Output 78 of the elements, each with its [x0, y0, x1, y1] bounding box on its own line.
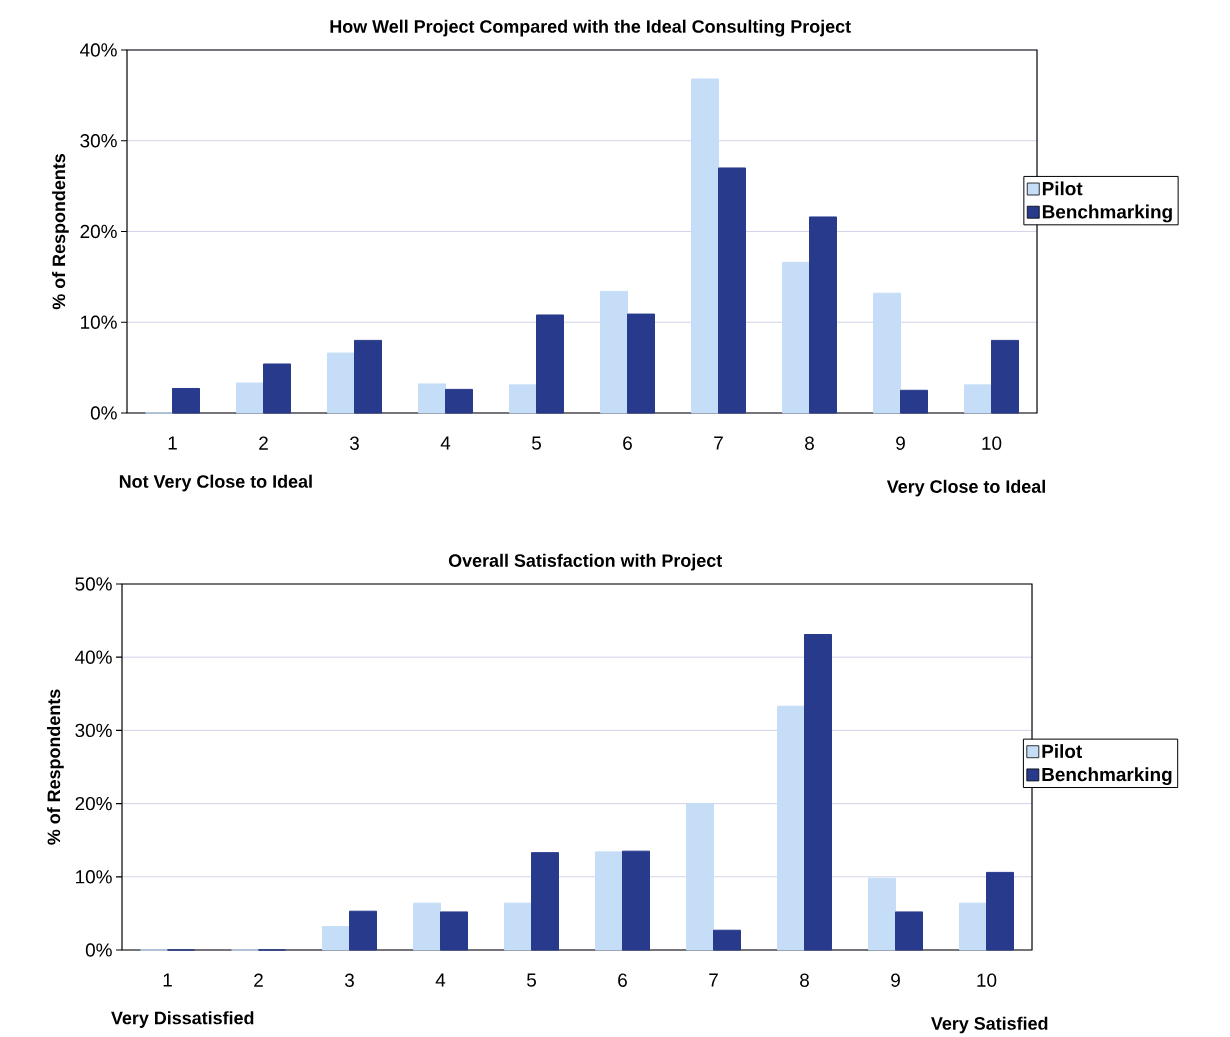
x-tick-label: 10: [982, 436, 1002, 450]
x-tick-label: 7: [709, 973, 718, 987]
bar: [413, 902, 442, 951]
y-tick-label: 30%: [75, 723, 112, 738]
x-tick-label: 10: [977, 973, 997, 987]
bar: [959, 902, 988, 951]
bar: [782, 261, 811, 414]
bar: [991, 339, 1020, 414]
bar: [172, 387, 201, 414]
chart-title: How Well Project Compared with the Ideal Consulting Project: [330, 19, 851, 37]
bar: [354, 339, 383, 414]
x-tick-label: 7: [714, 436, 723, 450]
bar: [713, 929, 742, 951]
bar: [691, 78, 720, 414]
legend-label: Pilot: [1042, 181, 1083, 196]
bar: [263, 363, 292, 414]
bar: [509, 384, 538, 414]
bar: [536, 314, 565, 414]
legend-label: Benchmarking: [1042, 767, 1172, 786]
chart-title: Overall Satisfaction with Project: [448, 553, 722, 571]
bar: [622, 850, 651, 951]
x-tick-label: 8: [800, 973, 809, 987]
y-tick-label: 20%: [80, 224, 117, 239]
bar: [804, 633, 833, 951]
y-axis-title: % of Respondents: [47, 689, 64, 845]
x-tick-label: 2: [254, 973, 263, 987]
bar: [236, 382, 265, 414]
bar: [686, 803, 715, 951]
x-tick-label: 3: [349, 436, 359, 450]
y-tick-label: 40%: [75, 650, 112, 664]
x-tick-label: 6: [618, 973, 627, 987]
bar: [349, 910, 378, 951]
x-tick-label: 4: [435, 973, 446, 987]
x-tick-label: 6: [623, 436, 632, 450]
bar: [986, 871, 1015, 951]
x-tick-label: 8: [805, 436, 814, 450]
bar: [895, 911, 924, 951]
bar: [900, 389, 929, 414]
bar: [627, 313, 656, 414]
y-tick-label: 0%: [85, 943, 112, 957]
y-tick-label: 30%: [80, 134, 117, 148]
bar: [531, 852, 560, 951]
legend-label: Pilot: [1042, 744, 1082, 759]
bar: [600, 290, 629, 414]
x-tick-label: 4: [440, 436, 451, 450]
x-tick-label: 5: [532, 436, 541, 450]
bar: [445, 388, 474, 414]
y-axis-title: % of Respondents: [52, 154, 69, 310]
bar: [718, 167, 747, 414]
x-tick-label: 9: [896, 436, 905, 450]
text: Very Dissatisfied: [111, 1011, 254, 1028]
y-tick-label: 50%: [75, 577, 112, 591]
bar: [868, 877, 897, 951]
legend-label: Benchmarking: [1042, 204, 1172, 223]
y-tick-label: 40%: [80, 43, 117, 57]
x-tick-label: 1: [168, 436, 177, 450]
y-tick-label: 10%: [76, 870, 112, 884]
bar: [964, 384, 993, 414]
bar: [504, 902, 533, 951]
bar: [809, 216, 838, 414]
bar: [322, 926, 351, 951]
y-tick-label: 0%: [90, 406, 117, 420]
text: Very Close to Ideal: [886, 479, 1045, 497]
bar: [418, 383, 447, 414]
x-tick-label: 9: [891, 973, 900, 987]
text: Very Satisfied: [931, 1016, 1048, 1034]
bar: [327, 352, 356, 414]
y-tick-label: 10%: [81, 315, 117, 329]
x-tick-label: 5: [527, 973, 536, 987]
x-tick-label: 2: [259, 436, 268, 450]
x-tick-label: 3: [344, 973, 354, 987]
bar: [595, 851, 624, 951]
bar: [777, 705, 806, 951]
bar: [873, 292, 902, 414]
text: Not Very Close to Ideal: [119, 474, 312, 492]
bar: [440, 911, 469, 951]
y-tick-label: 20%: [75, 796, 112, 811]
x-tick-label: 1: [163, 973, 172, 987]
